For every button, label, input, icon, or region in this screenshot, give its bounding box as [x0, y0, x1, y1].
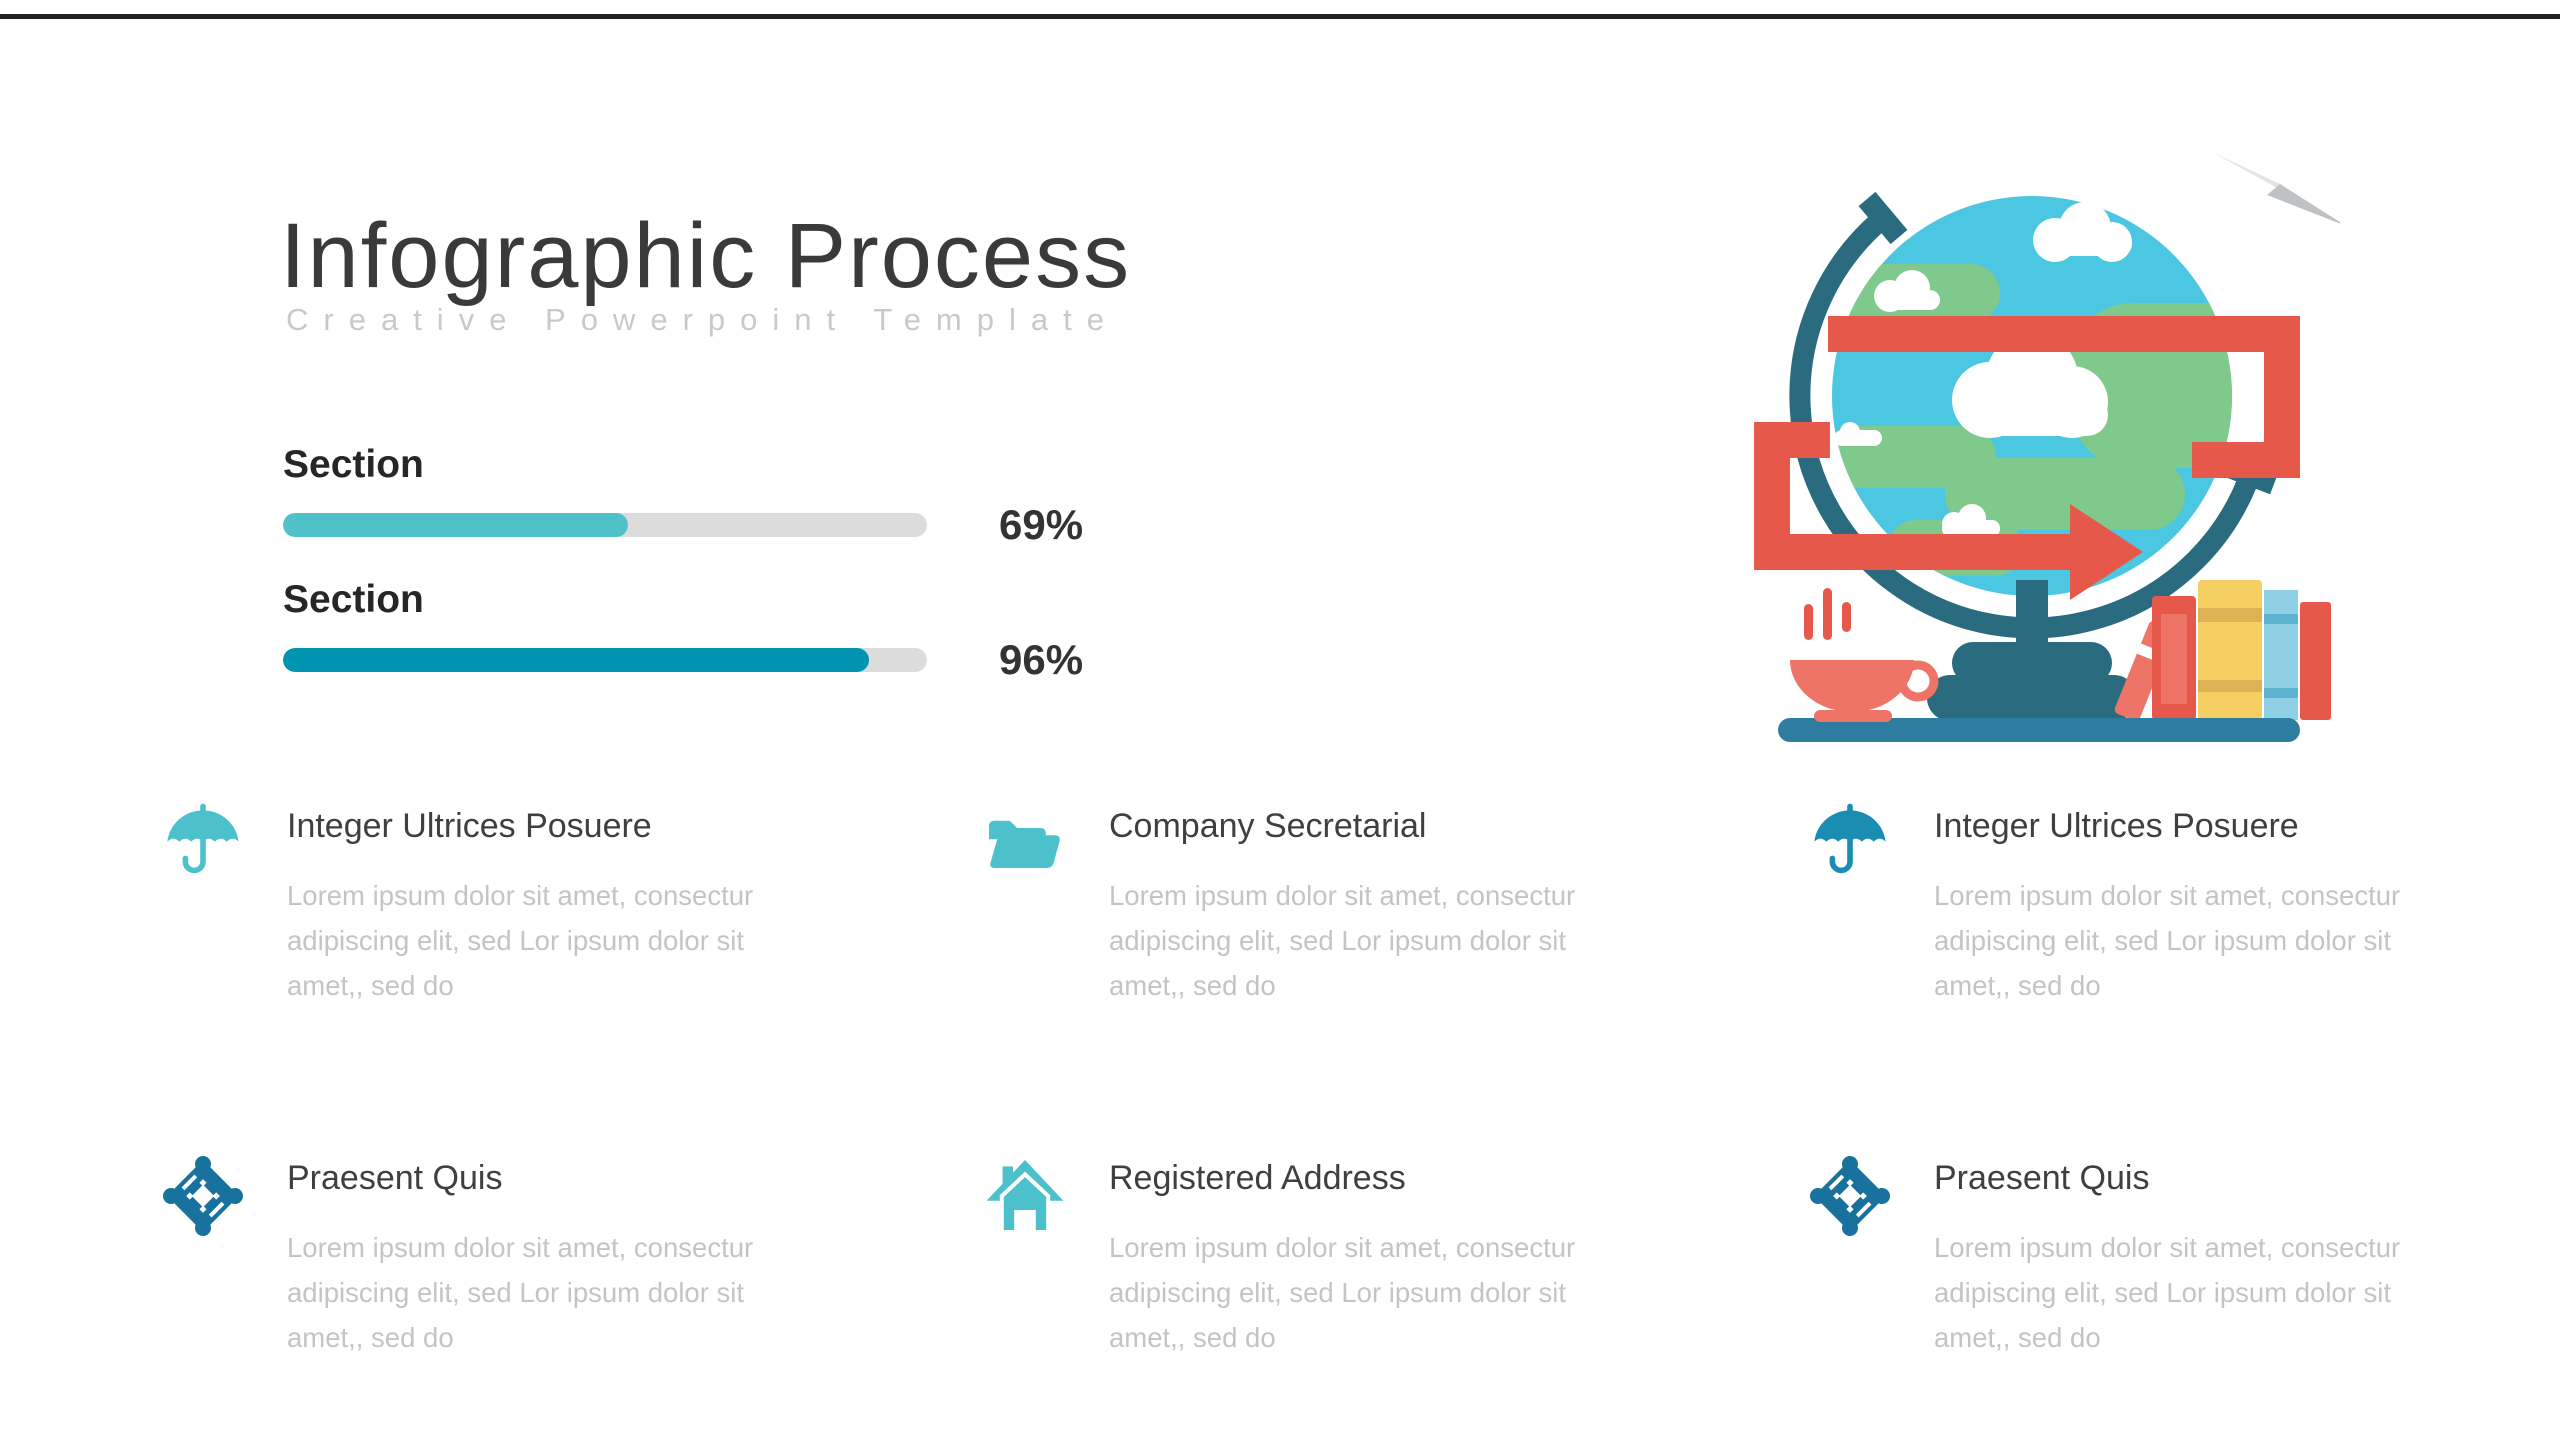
feature-item: Company Secretarial Lorem ipsum dolor si… [985, 800, 1665, 1008]
feature-title: Praesent Quis [287, 1159, 503, 1197]
progress-bar-fill [283, 513, 628, 537]
progress-value: 69% [999, 501, 1084, 548]
books [2152, 580, 2331, 720]
joomla-icon [1810, 1152, 1892, 1360]
desk-line [1778, 718, 2300, 742]
feature-body: Lorem ipsum dolor sit amet, consectur adi… [1934, 880, 2401, 1001]
feature-body: Lorem ipsum dolor sit amet, consectur adi… [1109, 880, 1576, 1001]
globe-clouds [1834, 202, 2132, 537]
globe-illustration [1754, 152, 2340, 742]
umbrella-icon [1810, 800, 1892, 1008]
feature-title: Praesent Quis [1934, 1159, 2150, 1197]
features-grid: Integer Ultrices Posuere Lorem ipsum dol… [163, 800, 2463, 1400]
progress-bar [283, 648, 927, 672]
feature-title: Integer Ultrices Posuere [1934, 807, 2299, 845]
progress-item: Section 96% [283, 579, 1283, 684]
globe-pedestal [1927, 580, 2137, 721]
feature-item: Integer Ultrices Posuere Lorem ipsum dol… [1810, 800, 2490, 1008]
feature-title: Company Secretarial [1109, 807, 1427, 845]
folder-open-icon [985, 800, 1067, 1008]
page-subtitle: Creative Powerpoint Template [286, 302, 1119, 337]
joomla-icon [163, 1152, 245, 1360]
progress-value: 96% [999, 636, 1084, 683]
feature-body: Lorem ipsum dolor sit amet, consectur adi… [287, 1232, 754, 1353]
top-border [0, 14, 2560, 19]
feature-body: Lorem ipsum dolor sit amet, consectur adi… [1109, 1232, 1576, 1353]
progress-item: Section 69% [283, 444, 1283, 549]
progress-label: Section [283, 578, 424, 621]
feature-title: Registered Address [1109, 1159, 1406, 1197]
paper-plane [2212, 152, 2340, 224]
feature-item: Praesent Quis Lorem ipsum dolor sit amet… [1810, 1152, 2490, 1360]
coffee-cup [1790, 588, 1939, 722]
feature-item: Registered Address Lorem ipsum dolor sit… [985, 1152, 1665, 1360]
progress-bar-fill [283, 648, 870, 672]
red-arrow [1754, 316, 2300, 600]
umbrella-icon [163, 800, 245, 1008]
feature-title: Integer Ultrices Posuere [287, 807, 652, 845]
progress-list: Section 69% Section 96% [283, 444, 1283, 714]
progress-label: Section [283, 443, 424, 486]
progress-bar [283, 513, 927, 537]
home-icon [985, 1152, 1067, 1360]
feature-item: Praesent Quis Lorem ipsum dolor sit amet… [163, 1152, 843, 1360]
feature-item: Integer Ultrices Posuere Lorem ipsum dol… [163, 800, 843, 1008]
feature-body: Lorem ipsum dolor sit amet, consectur adi… [1934, 1232, 2401, 1353]
page-title: Infographic Process [280, 204, 1132, 307]
feature-body: Lorem ipsum dolor sit amet, consectur adi… [287, 880, 754, 1001]
